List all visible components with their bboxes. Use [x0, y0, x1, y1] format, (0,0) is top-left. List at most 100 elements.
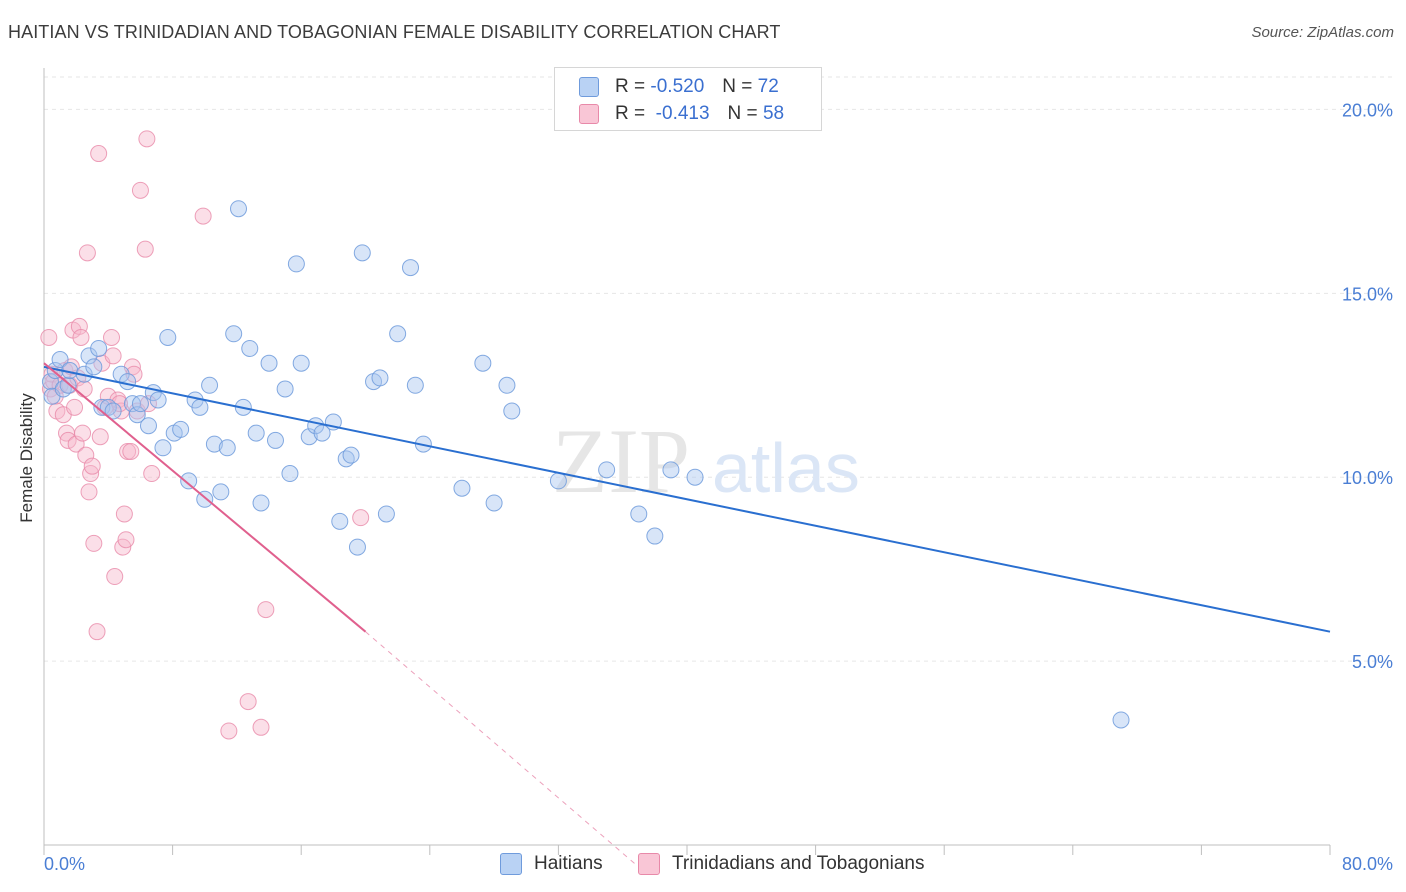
trini-point [106, 568, 124, 586]
trini-point [143, 465, 161, 483]
haitian-point [406, 376, 424, 394]
haitian-point [300, 428, 318, 446]
haitian-point [51, 351, 69, 369]
haitian-point [1112, 711, 1130, 729]
haitian-point [686, 468, 704, 486]
watermark-zip: ZIP [552, 410, 690, 512]
tick-labels: 5.0% 10.0% 15.0% 20.0% 0.0% 80.0% [44, 100, 1393, 874]
grid-lines [44, 76, 1393, 662]
n-label: N = [727, 103, 758, 124]
x-tick-label: 80.0% [1342, 854, 1393, 874]
trini-trend-extension [365, 631, 640, 868]
haitian-point [212, 483, 230, 501]
chart-title: HAITIAN VS TRINIDADIAN AND TOBAGONIAN FE… [8, 22, 781, 42]
haitian-point [630, 505, 648, 523]
trini-point [91, 428, 109, 446]
watermark: ZIP atlas [552, 410, 860, 512]
haitian-trend-line [43, 365, 1331, 633]
haitian-point [503, 402, 521, 420]
haitian-point [225, 325, 243, 343]
haitian-point [662, 461, 680, 479]
trend-lines [43, 362, 1331, 868]
trini-point [59, 431, 77, 449]
trini-point [117, 531, 135, 549]
trini-legend-swatch [638, 853, 660, 875]
trini-point [85, 534, 103, 552]
haitian-point [292, 354, 310, 372]
trini-point [77, 446, 95, 464]
x-tick-label: 0.0% [44, 854, 85, 874]
trini-point [80, 483, 98, 501]
haitian-point [191, 398, 209, 416]
haitian-point [180, 472, 198, 490]
trini-point [220, 722, 238, 740]
trini-point [352, 509, 370, 527]
haitian-point [230, 200, 248, 218]
haitian-point [377, 505, 395, 523]
haitian-point [598, 461, 616, 479]
haitian-point [371, 369, 389, 387]
haitian-point [549, 472, 567, 490]
haitian-point [281, 465, 299, 483]
trini-point [131, 181, 149, 199]
haitian-point [353, 244, 371, 262]
haitian-point [218, 439, 236, 457]
haitian-point [241, 339, 259, 357]
trini-point [83, 457, 101, 475]
haitian-point [85, 358, 103, 376]
trini-point [194, 207, 212, 225]
haitian-point [474, 354, 492, 372]
haitian-point [342, 446, 360, 464]
r-label: R = [615, 103, 646, 124]
haitian-point [266, 431, 284, 449]
trini-point [90, 145, 108, 163]
trini-point [66, 398, 84, 416]
trini-point [252, 718, 270, 736]
trini-point [104, 347, 122, 365]
haitian-point [453, 479, 471, 497]
trini-point [115, 505, 133, 523]
stats-row-trini: R = -0.413 N = 58 [579, 102, 784, 126]
y-tick-label: 5.0% [1352, 652, 1393, 672]
haitian-point [139, 417, 157, 435]
haitian-point [260, 354, 278, 372]
trini-point [103, 328, 121, 346]
axes [43, 68, 1331, 855]
haitian-point [154, 439, 172, 457]
haitians-legend-swatch [500, 853, 522, 875]
trini-trend-line [43, 362, 367, 633]
haitian-point [498, 376, 516, 394]
haitian-point [252, 494, 270, 512]
haitian-point [389, 325, 407, 343]
haitian-point [119, 373, 137, 391]
trini-point [122, 442, 140, 460]
haitian-point [348, 538, 366, 556]
haitian-point [90, 339, 108, 357]
haitian-point [331, 512, 349, 530]
n-label: N = [722, 76, 753, 97]
legend-item-trini[interactable]: Trinidadians and Tobagonians [638, 852, 924, 876]
trini-point [40, 328, 58, 346]
haitian-point [131, 395, 149, 413]
source-credit: Source: ZipAtlas.com [1251, 24, 1394, 41]
legend-item-haitians[interactable]: Haitians [500, 852, 603, 876]
r-label: R = [615, 76, 646, 97]
trini-point [136, 240, 154, 258]
r-value: -0.520 [650, 76, 705, 97]
trini-swatch [579, 104, 599, 124]
y-tick-label: 10.0% [1342, 468, 1393, 488]
haitian-point [104, 402, 122, 420]
stats-row-haitians: R = -0.520 N = 72 [579, 75, 779, 99]
haitian-point [287, 255, 305, 273]
haitian-point [128, 406, 146, 424]
haitian-point [159, 328, 177, 346]
stats-legend: R = -0.520 N = 72 R = -0.413 N = 58 [554, 67, 822, 131]
trini-point [78, 244, 96, 262]
y-tick-label: 20.0% [1342, 100, 1393, 120]
haitian-point [247, 424, 265, 442]
watermark-atlas: atlas [712, 429, 860, 507]
n-value: 58 [762, 103, 785, 124]
haitian-point [149, 391, 167, 409]
haitian-point [276, 380, 294, 398]
